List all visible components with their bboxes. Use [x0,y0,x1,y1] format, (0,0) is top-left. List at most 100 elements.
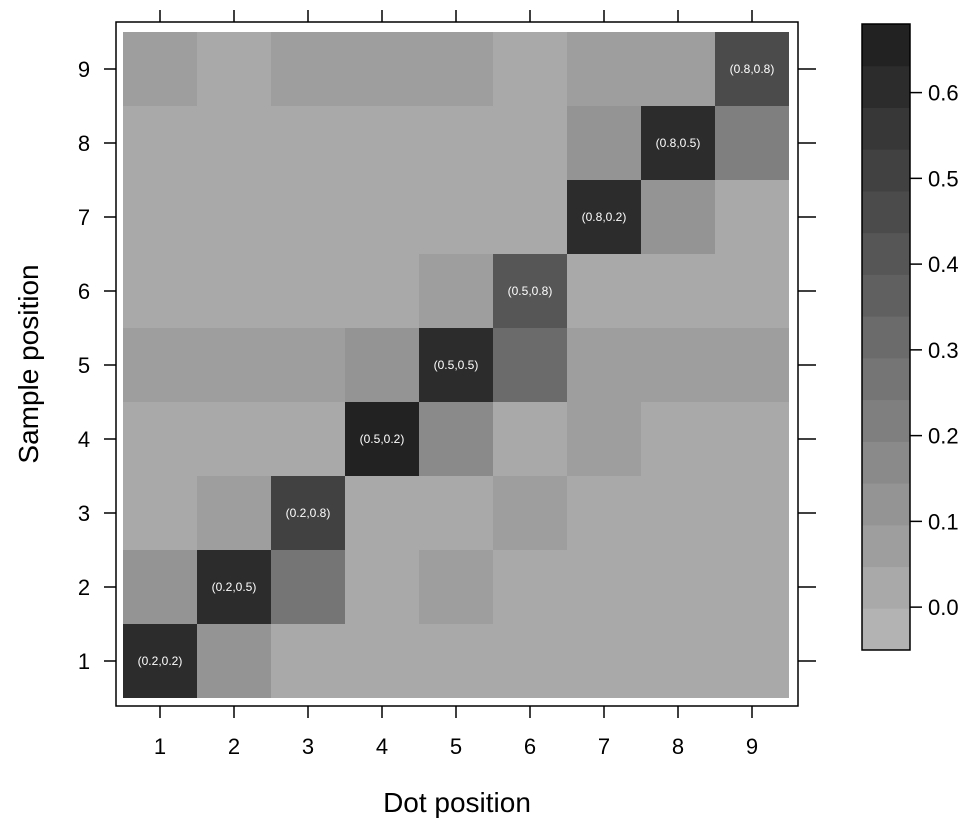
heatmap-cell-4-2 [345,550,419,624]
heatmap-cell-2-4 [197,402,271,476]
heatmap-cell-1-7 [123,180,197,254]
axis-ticks [104,10,816,718]
cell-annotation: (0.8,0.8) [730,62,775,76]
x-tick-label: 4 [376,734,388,759]
colorbar-segment [862,357,910,401]
heatmap-cell-4-5 [345,328,419,402]
heatmap-cell-3-3 [271,476,345,550]
heatmap-cell-2-1 [197,624,271,698]
heatmap-cell-5-1 [419,624,493,698]
colorbar-segment [862,149,910,192]
colorbar-tick-label: 0.5 [928,166,959,191]
heatmap-cell-4-8 [345,106,419,180]
heatmap-cell-1-6 [123,254,197,328]
x-tick-label: 1 [154,734,166,759]
heatmap-cell-7-4 [567,402,641,476]
colorbar-ticks: 0.0 0.1 0.2 0.3 0.4 0.5 0.6 [910,81,959,620]
x-tick-label: 6 [524,734,536,759]
colorbar [862,24,910,651]
cell-annotation: (0.2,0.8) [286,506,331,520]
heatmap-cell-8-7 [641,180,715,254]
cell-annotations: (0.2,0.2) (0.2,0.5) (0.2,0.8) (0.5,0.2) (0.5… [138,62,775,668]
heatmap-cell-8-3 [641,476,715,550]
heatmap-cell-2-7 [197,180,271,254]
heatmap-cell-1-8 [123,106,197,180]
heatmap-cell-1-1 [123,624,197,698]
x-axis-title: Dot position [383,787,531,818]
heatmap-cell-9-5 [715,328,789,402]
y-tick-label: 9 [78,57,90,82]
heatmap-cell-5-3 [419,476,493,550]
colorbar-frame [861,23,911,651]
cell-annotation: (0.5,0.8) [508,284,553,298]
heatmap-cell-6-9 [493,32,567,106]
colorbar-tick-label: 0.3 [928,338,959,363]
heatmap-cell-8-9 [641,32,715,106]
y-tick-label: 1 [78,649,90,674]
heatmap-cell-3-1 [271,624,345,698]
heatmap-cell-6-4 [493,402,567,476]
heatmap-cell-3-9 [271,32,345,106]
heatmap-cell-2-9 [197,32,271,106]
x-tick-label: 3 [302,734,314,759]
x-tick-label: 9 [746,734,758,759]
heatmap-cell-1-3 [123,476,197,550]
heatmap-cell-5-8 [419,106,493,180]
heatmap-cell-7-8 [567,106,641,180]
heatmap-cell-5-9 [419,32,493,106]
x-tick-label: 2 [228,734,240,759]
heatmap-cell-6-8 [493,106,567,180]
cell-annotation: (0.2,0.2) [138,654,183,668]
y-tick-labels: 1 2 3 4 5 6 7 8 9 [78,57,90,674]
heatmap-cell-1-5 [123,328,197,402]
colorbar-segment [862,524,910,568]
heatmap-cell-8-1 [641,624,715,698]
heatmap-cell-3-8 [271,106,345,180]
heatmap-cell-4-1 [345,624,419,698]
heatmap-cell-6-3 [493,476,567,550]
x-tick-label: 5 [450,734,462,759]
heatmap-cell-7-6 [567,254,641,328]
heatmap-cell-9-6 [715,254,789,328]
colorbar-segment [862,483,910,526]
colorbar-segment [862,232,910,275]
y-tick-label: 7 [78,205,90,230]
y-tick-label: 3 [78,501,90,526]
heatmap-cell-9-3 [715,476,789,550]
colorbar-segment [862,24,910,67]
y-axis-title: Sample position [13,264,44,463]
heatmap-cell-5-2 [419,550,493,624]
cell-annotation: (0.8,0.2) [582,210,627,224]
heatmap-cell-1-2 [123,550,197,624]
colorbar-segment [862,107,910,150]
colorbar-tick-label: 0.1 [928,509,959,534]
heatmap-cell-8-4 [641,402,715,476]
heatmap-cell-7-5 [567,328,641,402]
heatmap-cell-3-7 [271,180,345,254]
y-tick-label: 5 [78,353,90,378]
colorbar-segment [862,190,910,234]
colorbar-segment [862,274,910,317]
colorbar-segment [862,65,910,108]
cell-annotation: (0.2,0.5) [212,580,257,594]
heatmap-cell-7-7 [567,180,641,254]
heatmap-cell-6-2 [493,550,567,624]
heatmap-cell-2-3 [197,476,271,550]
heatmap-cell-7-9 [567,32,641,106]
colorbar-tick-label: 0.0 [928,595,959,620]
heatmap-cell-9-4 [715,402,789,476]
heatmap-cell-4-6 [345,254,419,328]
heatmap-cell-8-6 [641,254,715,328]
heatmap-cell-5-7 [419,180,493,254]
heatmap-cell-6-5 [493,328,567,402]
y-tick-label: 6 [78,279,90,304]
colorbar-tick-label: 0.2 [928,424,959,449]
y-tick-label: 8 [78,131,90,156]
colorbar-tick-label: 0.6 [928,81,959,106]
x-tick-label: 7 [598,734,610,759]
colorbar-segment [862,608,910,651]
heatmap-cell-7-1 [567,624,641,698]
heatmap-cell-6-1 [493,624,567,698]
colorbar-segment [862,566,910,609]
